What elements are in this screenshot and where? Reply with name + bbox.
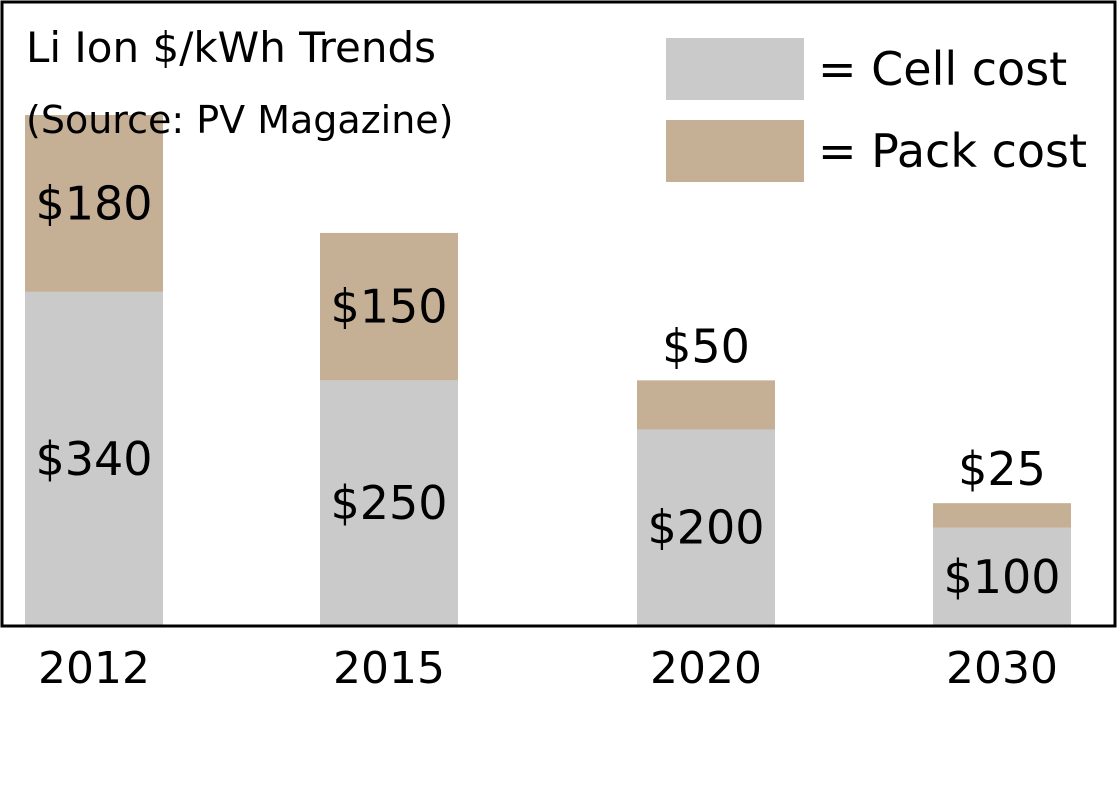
data-label-pack-2020: $50 [662, 319, 750, 373]
legend-swatch-pack [666, 120, 804, 182]
x-tick-label-2020: 2020 [650, 643, 762, 694]
legend-swatch-cell [666, 38, 804, 100]
legend-label-pack: = Pack cost [818, 124, 1087, 178]
data-label-cell-2015: $250 [330, 476, 447, 530]
plot-frame [0, 0, 1117, 628]
bar-pack-2020 [637, 380, 775, 430]
x-tick-label-2030: 2030 [946, 643, 1058, 694]
bars [25, 115, 1071, 626]
legend: = Cell cost = Pack cost [666, 38, 1087, 182]
bar-cell-2020 [637, 429, 775, 626]
data-label-pack-2015: $150 [330, 280, 447, 334]
data-label-pack-2030: $25 [958, 442, 1046, 496]
bar-pack-2030 [933, 503, 1071, 528]
x-tick-label-2015: 2015 [333, 643, 445, 694]
bar-labels: $340 $180 $250 $150 $200 $50 $100 $25 [35, 176, 1060, 603]
data-label-cell-2012: $340 [35, 432, 152, 486]
bar-cell-2015 [320, 380, 458, 626]
data-label-cell-2030: $100 [943, 550, 1060, 604]
x-axis-tick-labels: 2012 2015 2020 2030 [38, 643, 1058, 694]
bar-cell-2012 [25, 291, 163, 626]
bar-pack-2015 [320, 232, 458, 381]
chart-subtitle: (Source: PV Magazine) [26, 98, 453, 142]
data-label-pack-2012: $180 [35, 176, 152, 230]
data-label-cell-2020: $200 [647, 501, 764, 555]
legend-label-cell: = Cell cost [818, 42, 1067, 96]
bar-pack-2012 [25, 115, 163, 292]
chart-title: Li Ion $/kWh Trends [26, 23, 436, 72]
bar-cell-2030 [933, 527, 1071, 626]
x-tick-label-2012: 2012 [38, 643, 150, 694]
